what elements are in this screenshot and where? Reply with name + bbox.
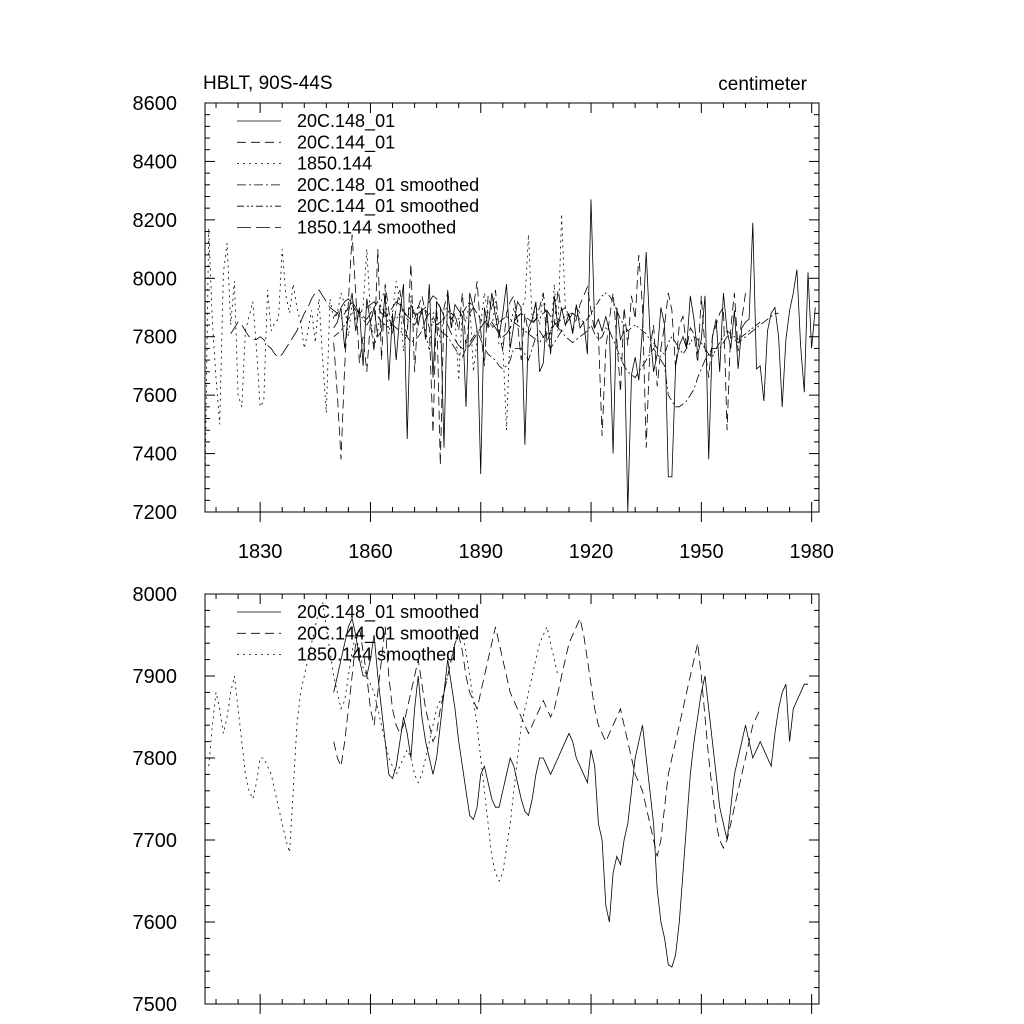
legend-label-1850-144: 1850.144 [297,154,372,174]
series-line-20c-144-01-smoothed [333,292,761,358]
legend-label-20c-148-01-smoothed: 20C.148_01 smoothed [297,602,479,623]
y-tick-label: 8000 [133,584,178,606]
y-tick-label: 7600 [133,912,178,934]
series-line-20c-148-01-smoothed [333,300,779,408]
x-tick-label: 1890 [458,541,503,563]
x-tick-label: 1860 [348,541,393,563]
legend-label-20c-148-01-smoothed: 20C.148_01 smoothed [297,175,479,196]
y-tick-label: 7600 [133,385,178,407]
legend-label-20c-148-01: 20C.148_01 [297,111,395,132]
x-tick-label: 1830 [238,541,283,563]
y-tick-label: 8400 [133,151,178,173]
y-tick-label: 8000 [133,268,178,290]
chart-title: HBLT, 90S-44S [203,73,333,94]
y-tick-label: 7200 [133,502,178,524]
y-tick-label: 8200 [133,210,178,232]
top-panel: 7200 7400 7600 7800 8000 8200 8400 8600 1830 1860… [133,73,834,563]
y-tick-label: 7900 [133,666,178,688]
y-tick-label: 8600 [133,93,178,115]
legend-label-1850-144-smoothed: 1850.144 smoothed [297,645,456,665]
units-label: centimeter [718,74,807,95]
legend-label-1850-144-smoothed: 1850.144 smoothed [297,218,456,238]
y-tick-label: 7700 [133,830,178,852]
bottom-panel: 7500 7600 7700 7800 7900 8000 20C.148_01 smoot… [133,584,820,1016]
plot-frame [204,593,820,1005]
series-line-1850-144 [205,213,570,483]
legend-label-20c-144-01-smoothed: 20C.144_01 smoothed [297,623,479,644]
y-tick-label: 7800 [133,327,178,349]
y-tick-label: 7500 [133,994,178,1016]
series-line-20c-144-01 [333,234,746,466]
series-line-20c-148-01-smoothed [333,617,808,968]
series-line-1850-144-smoothed [230,289,581,358]
legend-label-20c-144-01-smoothed: 20C.144_01 smoothed [297,196,479,217]
y-tick-label: 7800 [133,748,178,770]
series-line-20c-148-01 [333,199,816,512]
plot-frame [204,102,820,513]
legend-label-20c-144-01: 20C.144_01 [297,132,395,153]
y-tick-label: 7400 [133,444,178,466]
x-tick-label: 1920 [569,541,614,563]
x-tick-label: 1980 [789,541,834,563]
x-tick-label: 1950 [679,541,724,563]
